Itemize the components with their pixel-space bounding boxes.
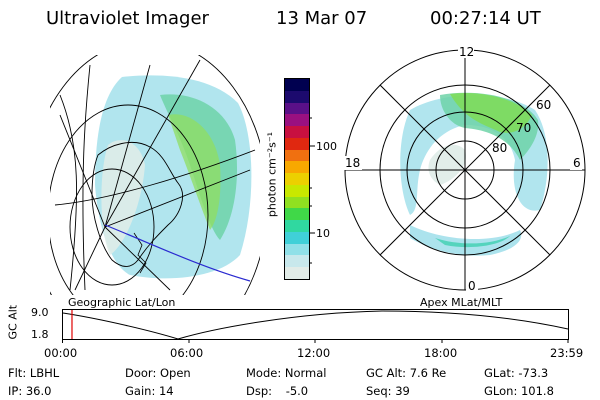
status-glon: GLon: 101.8: [484, 384, 554, 398]
gc-altitude-plot: [62, 309, 569, 343]
timeline-xtick-1800: 18:00: [424, 346, 458, 360]
colorbar-segment: [285, 137, 309, 150]
polar-map: 12 6 0 18 60 70 80: [344, 44, 586, 293]
lat-label-80: 80: [492, 141, 507, 155]
colorbar-segment: [285, 196, 309, 209]
timeline-xtick-0000: 00:00: [44, 346, 78, 360]
mlt-label-6: 6: [573, 156, 581, 170]
colorbar-segment: [285, 90, 309, 103]
status-glat: GLat: -73.3: [484, 366, 549, 380]
colorbar-segment: [285, 79, 309, 91]
colorbar-segment: [285, 243, 309, 256]
colorbar-segment: [285, 255, 309, 268]
colorbar-segment: [285, 126, 309, 138]
timeline-xtick-2359: 23:59: [550, 346, 584, 360]
geographic-caption: Geographic Lat/Lon: [68, 296, 176, 309]
colorbar-segment: [285, 102, 309, 115]
status-gain: Gain: 14: [125, 384, 174, 398]
colorbar-axis: 100 10: [309, 117, 337, 264]
status-ip: IP: 36.0: [8, 384, 52, 398]
colorbar-segment: [285, 184, 309, 197]
lat-label-60: 60: [536, 98, 551, 112]
mlt-label-18: 18: [345, 156, 360, 170]
mlt-label-12: 12: [459, 45, 474, 59]
timeline-ylabel: GC Alt: [6, 304, 20, 340]
status-door: Door: Open: [125, 366, 191, 380]
colorbar: [284, 78, 310, 280]
time-label: 00:27:14 UT: [430, 8, 541, 29]
colorbar-tick-10: 10: [316, 227, 330, 240]
colorbar-tick-100: 100: [316, 140, 337, 153]
colorbar-segment: [285, 173, 309, 185]
status-seq: Seq: 39: [366, 384, 410, 398]
colorbar-segment: [285, 208, 309, 221]
timeline-ytick-high: 9.0: [31, 306, 49, 319]
colorbar-segment: [285, 231, 309, 244]
status-mode: Mode: Normal: [246, 366, 327, 380]
timeline-ytick-low: 1.8: [31, 328, 49, 341]
geographic-map: [50, 55, 260, 295]
apex-caption: Apex MLat/MLT: [420, 296, 503, 309]
instrument-title: Ultraviolet Imager: [46, 8, 209, 29]
lat-label-70: 70: [516, 121, 531, 135]
status-dsp: Dsp: -5.0: [246, 384, 309, 398]
colorbar-segment: [285, 161, 309, 174]
colorbar-segment: [285, 220, 309, 232]
colorbar-segment: [285, 114, 309, 127]
colorbar-unit-label: photon cm⁻²s⁻¹: [265, 131, 279, 218]
timeline-xtick-0600: 06:00: [170, 346, 204, 360]
colorbar-segment: [285, 149, 309, 162]
timeline-xtick-1200: 12:00: [297, 346, 331, 360]
mlt-label-0: 0: [468, 279, 476, 293]
colorbar-segment: [285, 267, 309, 280]
status-gc-alt: GC Alt: 7.6 Re: [366, 366, 447, 380]
date-label: 13 Mar 07: [276, 8, 368, 29]
status-filter: Flt: LBHL: [8, 366, 60, 380]
